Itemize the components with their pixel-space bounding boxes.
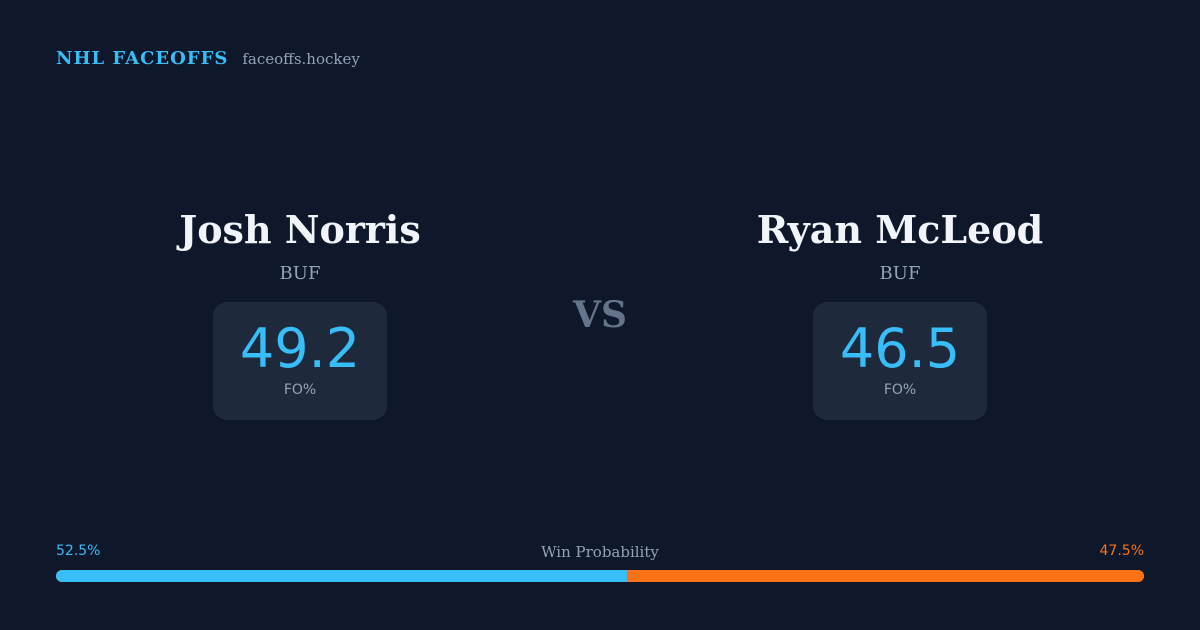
stat-card: 46.5 FO% — [813, 302, 987, 420]
win-probability-fill-right — [627, 570, 1144, 582]
win-probability-bar — [56, 570, 1144, 582]
win-probability-fill-left — [56, 570, 628, 582]
versus-label: VS — [573, 294, 627, 336]
win-probability-right-label: 47.5% — [1099, 543, 1144, 559]
player-team: BUF — [879, 263, 921, 284]
player-card-right: Ryan McLeod BUF 46.5 FO% — [600, 204, 1200, 420]
player-name: Josh Norris — [179, 207, 421, 252]
player-card-left: Josh Norris BUF 49.2 FO% — [0, 204, 600, 420]
player-team: BUF — [279, 263, 321, 284]
win-probability-title: Win Probability — [541, 543, 659, 561]
stat-value: 46.5 — [839, 317, 961, 380]
stat-card: 49.2 FO% — [213, 302, 387, 420]
stat-label: FO% — [883, 382, 917, 398]
stat-label: FO% — [283, 382, 317, 398]
brand-url: faceoffs.hockey — [242, 50, 360, 68]
player-name: Ryan McLeod — [756, 207, 1044, 252]
win-probability-labels: 52.5% Win Probability 47.5% — [56, 543, 1144, 563]
win-probability-left-label: 52.5% — [56, 543, 101, 559]
stat-value: 49.2 — [239, 317, 361, 380]
brand-header: NHL FACEOFFS faceoffs.hockey — [56, 48, 360, 69]
brand-title: NHL FACEOFFS — [56, 48, 229, 69]
